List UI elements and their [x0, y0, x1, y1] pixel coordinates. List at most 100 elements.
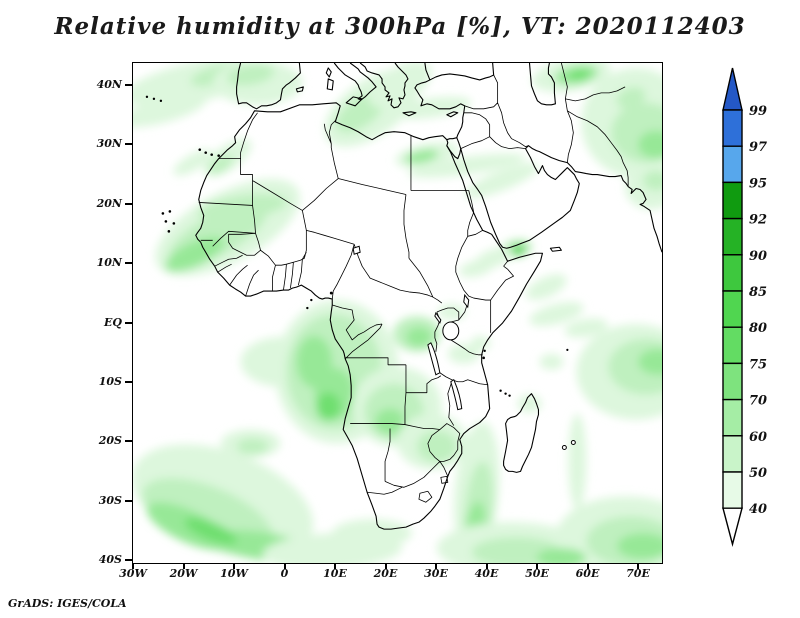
coastline-sicily — [345, 96, 363, 107]
sao-tome-island — [306, 306, 309, 310]
colorbar-svg: 99 97 95 92 90 85 80 75 70 60 50 40 — [722, 67, 767, 547]
lake-albert — [434, 311, 442, 325]
comoros-island — [504, 392, 507, 395]
lat-tick-mark — [125, 143, 132, 146]
lon-tick-label: 20W — [169, 567, 198, 580]
colorbar: 99 97 95 92 90 85 80 75 70 60 50 40 — [716, 64, 796, 556]
canary-island — [198, 148, 202, 151]
lat-tick-label: 30S — [98, 493, 122, 507]
principe-island — [310, 298, 313, 302]
lat-tick-label: 40S — [98, 553, 122, 566]
colorbar-label: 60 — [749, 430, 767, 445]
colorbar-segment — [722, 471, 743, 509]
coastline-turkey-west — [414, 79, 431, 97]
coastline-corsica — [325, 67, 332, 78]
credit-text: GrADS: IGES/COLA — [8, 597, 127, 610]
colorbar-label: 95 — [749, 176, 767, 191]
azores-island — [145, 95, 149, 99]
lon-tick-mark — [233, 564, 235, 569]
lat-tick-label: 10N — [96, 256, 122, 270]
lat-tick-label: 20N — [96, 196, 122, 210]
mauritius-island — [570, 439, 576, 445]
coastline-socotra — [549, 246, 562, 252]
lon-tick-mark — [283, 564, 286, 569]
coastlines — [195, 63, 662, 530]
comoros-island — [499, 389, 502, 392]
lat-tick-mark — [125, 559, 132, 561]
lat-tick-mark — [125, 202, 132, 205]
lon-tick-mark — [334, 564, 336, 569]
azores-island — [152, 97, 156, 101]
lake-chad — [352, 245, 361, 255]
seychelles-island — [566, 348, 569, 351]
lon-tick-mark — [536, 564, 538, 569]
cape-verde-island — [168, 210, 172, 213]
colorbar-label: 85 — [749, 285, 767, 300]
lake-turkana — [463, 293, 470, 309]
cape-verde-island — [167, 230, 171, 233]
lon-tick-mark — [182, 564, 185, 569]
coastline-levant — [419, 95, 466, 141]
reunion-island — [561, 444, 567, 450]
colorbar-label: 92 — [749, 213, 767, 228]
lat-tick-label: 30N — [96, 137, 122, 151]
azores-island — [159, 99, 163, 103]
lake-malawi — [450, 378, 463, 411]
lon-tick-label: 0 — [280, 567, 289, 580]
cape-verde-island — [161, 212, 165, 215]
colorbar-segment — [722, 362, 743, 401]
coastline-arabia-southasia — [460, 145, 662, 253]
lon-tick-label: 30W — [119, 567, 147, 580]
lon-tick-mark — [637, 564, 639, 569]
cape-verde-island — [164, 220, 168, 223]
lon-tick-label: 50E — [525, 567, 549, 580]
colorbar-label: 90 — [749, 249, 767, 264]
colorbar-label: 40 — [749, 502, 767, 517]
lat-tick-label: 10S — [98, 374, 122, 388]
coastline-italy — [333, 63, 377, 101]
lon-tick-label: 20E — [373, 567, 398, 580]
canary-island — [210, 153, 213, 156]
cape-verde-island — [172, 222, 176, 225]
country-borders — [198, 63, 629, 503]
colorbar-label: 97 — [749, 140, 767, 155]
colorbar-label: 50 — [749, 466, 767, 481]
bioko-island — [329, 291, 333, 295]
lon-tick-label: 10E — [323, 567, 347, 580]
lat-tick-mark — [125, 262, 132, 265]
comoros-island — [508, 394, 511, 397]
colorbar-segment — [722, 181, 743, 220]
coastline-sardinia — [326, 78, 334, 91]
lat-tick-mark — [125, 380, 132, 383]
coastline-turkey-blacksea — [424, 63, 495, 81]
canary-island — [204, 151, 208, 154]
coastline-caspian — [528, 63, 556, 106]
lon-tick-label: 30E — [424, 567, 448, 580]
lon-tick-label: 10W — [220, 567, 248, 580]
colorbar-label: 70 — [749, 394, 767, 409]
colorbar-segment — [722, 435, 743, 473]
map-frame — [132, 62, 663, 564]
lat-tick-label: 20S — [98, 434, 122, 448]
lake-victoria — [442, 321, 460, 341]
lon-tick-mark — [435, 564, 437, 569]
colorbar-segment — [722, 109, 743, 147]
lat-tick-mark — [125, 440, 132, 443]
coastline-cyprus — [446, 111, 459, 118]
lon-tick-mark — [586, 564, 589, 569]
coastline-balearics — [295, 86, 304, 93]
colorbar-segment — [722, 254, 743, 292]
colorbar-segment — [722, 290, 743, 328]
colorbar-over-arrow — [722, 67, 743, 111]
colorbar-segment — [722, 398, 743, 437]
lat-tick-mark — [125, 84, 132, 86]
coastline-iberia — [236, 63, 301, 110]
coastline-balkans-greece — [359, 63, 409, 109]
colorbar-segment — [722, 145, 743, 184]
zanzibar-island — [482, 356, 485, 360]
coastline-madagascar — [503, 393, 540, 473]
coastline-sinai — [446, 137, 462, 160]
lon-tick-mark — [485, 564, 488, 569]
islands — [145, 95, 576, 450]
